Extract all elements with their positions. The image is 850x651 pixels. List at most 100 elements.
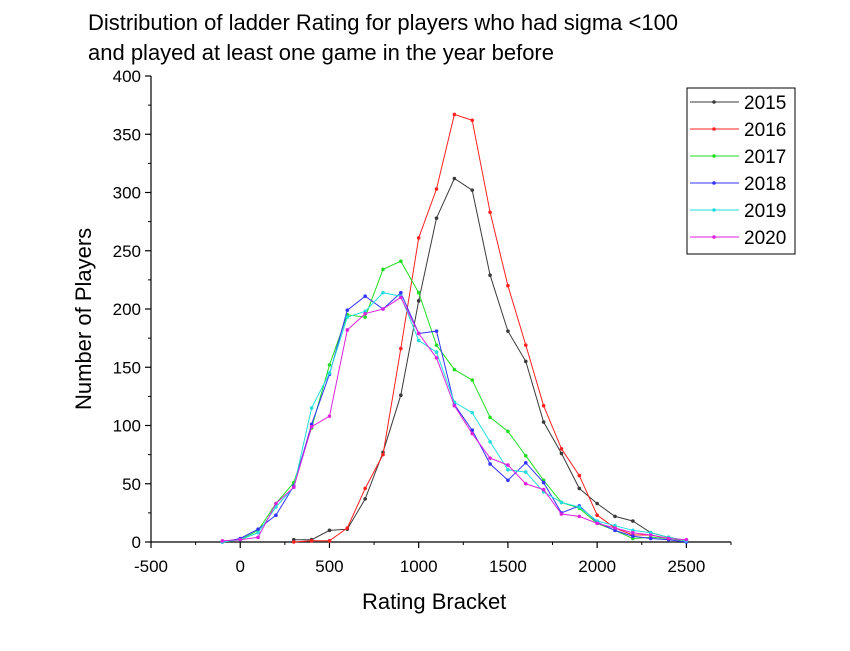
data-point-2020 [327, 414, 332, 418]
data-point-2018 [434, 329, 439, 333]
data-point-2018 [631, 534, 635, 538]
chart-title-line2: and played at least one game in the year… [88, 40, 554, 65]
data-point-2015 [631, 519, 635, 523]
data-point-2017 [363, 315, 367, 319]
data-point-2016 [506, 283, 510, 288]
y-tick-label: 100 [113, 417, 141, 436]
data-point-2015 [506, 329, 510, 333]
data-point-2017 [381, 267, 385, 272]
data-point-2017 [506, 429, 510, 434]
data-point-2020 [238, 537, 243, 542]
data-point-2018 [488, 462, 492, 466]
data-point-2016 [309, 539, 314, 543]
x-tick-label: 500 [315, 557, 343, 576]
data-point-2018 [470, 428, 475, 432]
data-point-2018 [541, 480, 546, 485]
data-point-2019 [434, 350, 439, 354]
data-point-2020 [291, 485, 296, 490]
data-point-2018 [648, 536, 653, 541]
data-point-2015 [613, 514, 617, 519]
data-point-2018 [363, 294, 367, 298]
data-point-2016 [345, 526, 350, 530]
data-point-2019 [523, 470, 528, 474]
data-point-2020 [363, 311, 367, 316]
data-point-2018 [523, 460, 528, 465]
data-point-2016 [291, 540, 296, 544]
series-line-2016 [293, 113, 687, 543]
legend-label-2016: 2016 [744, 120, 786, 141]
data-point-2020 [488, 456, 492, 460]
x-tick-label: 2500 [667, 557, 705, 576]
data-point-2020 [434, 356, 439, 360]
data-point-2015 [470, 188, 475, 192]
series-line-2018 [222, 291, 687, 543]
data-point-2016 [399, 346, 403, 351]
data-point-2015 [541, 420, 546, 424]
data-point-2016 [577, 473, 582, 478]
y-tick-label: 250 [113, 242, 141, 261]
data-point-2016 [434, 187, 439, 191]
data-point-2020 [345, 328, 350, 332]
legend-label-2017: 2017 [744, 147, 786, 168]
data-point-2020 [631, 530, 635, 535]
data-point-2019 [470, 410, 475, 415]
legend-label-2015: 2015 [744, 93, 786, 114]
chart-title-line1: Distribution of ladder Rating for player… [88, 10, 679, 35]
data-point-2015 [363, 497, 367, 501]
data-point-2020 [559, 512, 564, 516]
data-point-2020 [274, 501, 278, 506]
data-point-2020 [220, 539, 225, 543]
data-point-2020 [506, 463, 510, 467]
series-line-2020 [222, 296, 687, 542]
data-point-2019 [309, 406, 314, 410]
data-point-2016 [523, 343, 528, 347]
x-tick-label: 2000 [578, 557, 616, 576]
y-tick-label: 50 [122, 475, 141, 494]
data-point-2016 [470, 118, 475, 123]
legend-label-2018: 2018 [744, 174, 786, 195]
data-point-2019 [416, 338, 421, 343]
data-point-2017 [327, 363, 332, 367]
data-point-2019 [577, 505, 582, 509]
data-point-2016 [327, 539, 332, 543]
data-point-2019 [327, 371, 332, 375]
legend-marker-2019 [712, 208, 716, 212]
data-point-2019 [488, 440, 492, 444]
data-point-2015 [559, 451, 564, 456]
data-point-2020 [309, 424, 314, 429]
data-point-2015 [595, 501, 599, 506]
data-point-2020 [256, 535, 260, 540]
y-tick-label: 350 [113, 125, 141, 144]
data-point-2020 [577, 514, 582, 519]
data-point-2016 [595, 513, 599, 518]
data-point-2020 [452, 403, 457, 408]
data-point-2020 [381, 307, 385, 311]
data-point-2019 [256, 530, 260, 535]
data-point-2016 [488, 210, 492, 215]
series-line-2015 [293, 177, 687, 542]
data-point-2020 [399, 295, 403, 300]
data-point-2015 [452, 176, 457, 181]
data-point-2020 [595, 521, 599, 526]
data-point-2017 [470, 378, 475, 382]
data-point-2016 [416, 236, 421, 240]
data-point-2017 [434, 343, 439, 347]
data-point-2020 [523, 481, 528, 486]
x-tick-label: 1000 [400, 557, 438, 576]
x-axis-label: Rating Bracket [362, 589, 507, 614]
data-point-2016 [363, 486, 367, 491]
data-point-2018 [256, 527, 260, 531]
data-point-2018 [506, 478, 510, 483]
data-point-2018 [399, 290, 403, 295]
data-point-2015 [488, 273, 492, 278]
x-tick-label: -500 [134, 557, 168, 576]
data-point-2019 [345, 315, 350, 319]
legend-marker-2015 [712, 100, 716, 104]
data-point-2015 [523, 359, 528, 364]
chart-title: Distribution of ladder Rating for player… [88, 8, 678, 68]
data-point-2018 [274, 513, 278, 518]
data-point-2020 [648, 533, 653, 537]
x-tick-label: 1500 [489, 557, 527, 576]
data-point-2015 [416, 299, 421, 303]
